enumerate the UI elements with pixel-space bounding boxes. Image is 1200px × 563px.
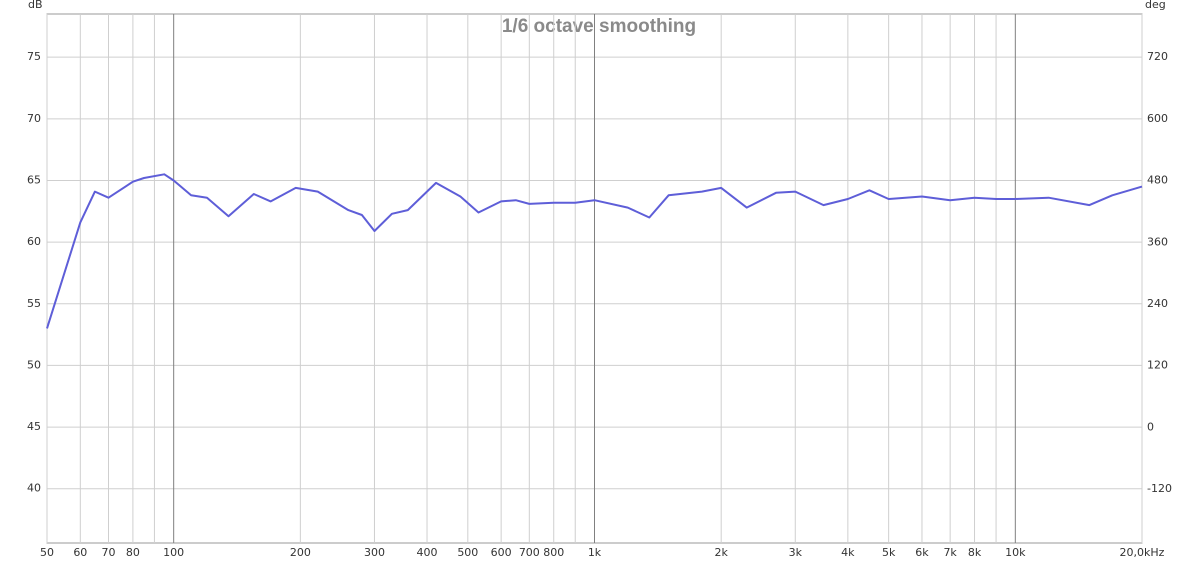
x-tick-label: 200 [290, 546, 311, 559]
y-tick-label: 55 [27, 297, 41, 310]
chart-title: 1/6 octave smoothing [502, 16, 696, 37]
y2-tick-label: 600 [1147, 112, 1168, 125]
x-tick-label: 6k [915, 546, 929, 559]
x-tick-label: 4k [841, 546, 855, 559]
y-tick-label: 50 [27, 358, 41, 371]
y-tick-label: 70 [27, 112, 41, 125]
series-line [46, 173, 1143, 329]
y-tick-label: 45 [27, 420, 41, 433]
y2-unit: deg [1145, 0, 1166, 11]
y-tick-label: 60 [27, 235, 41, 248]
x-tick-label: 300 [364, 546, 385, 559]
y-tick-label: 65 [27, 173, 41, 186]
y2-tick-label: 120 [1147, 359, 1168, 372]
x-tick-label: 70 [101, 546, 115, 559]
x-tick-label: 5k [882, 546, 896, 559]
y2-tick-label: 720 [1147, 50, 1168, 63]
x-tick-label: 800 [543, 546, 564, 559]
x-tick-label: 50 [40, 546, 54, 559]
x-tick-label: 8k [968, 546, 982, 559]
y-tick-label: 40 [27, 482, 41, 495]
y2-tick-label: 360 [1147, 235, 1168, 248]
x-tick-label: 100 [163, 546, 184, 559]
x-tick-label: 10k [1005, 546, 1026, 559]
x-tick-label: 60 [73, 546, 87, 559]
x-tick-label: 80 [126, 546, 140, 559]
y2-tick-label: -120 [1147, 482, 1172, 495]
y2-tick-label: 240 [1147, 297, 1168, 310]
x-tick-label: 1k [588, 546, 602, 559]
x-tick-label: 7k [943, 546, 957, 559]
x-tick-label: 400 [417, 546, 438, 559]
x-tick-label: 700 [519, 546, 540, 559]
y-unit: dB [28, 0, 43, 11]
y-tick-label: 75 [27, 50, 41, 63]
x-tick-label: 600 [491, 546, 512, 559]
x-tick-label: 3k [789, 546, 803, 559]
y2-tick-label: 0 [1147, 420, 1154, 433]
x-tick-label: 500 [457, 546, 478, 559]
x-tick-label: 2k [714, 546, 728, 559]
x-tick-label: 20,0kHz [1120, 546, 1165, 559]
y2-tick-label: 480 [1147, 174, 1168, 187]
